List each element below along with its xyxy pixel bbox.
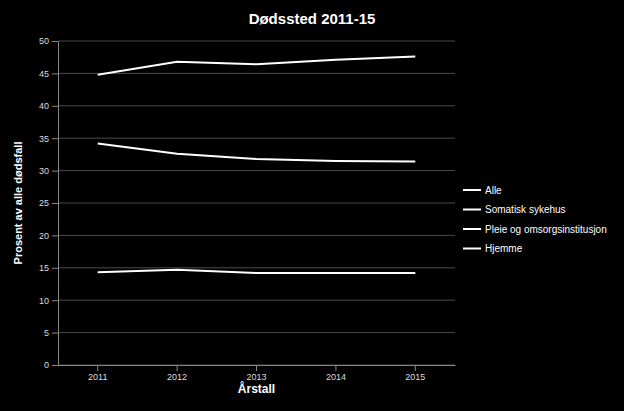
y-tick-mark <box>52 171 58 172</box>
x-tick: 2012 <box>167 365 187 382</box>
y-tick: 35 <box>39 134 58 144</box>
x-tick-label: 2013 <box>246 372 266 382</box>
background <box>0 0 624 411</box>
y-tick-mark <box>52 138 58 139</box>
x-tick-mark <box>177 365 178 371</box>
x-tick-mark <box>335 365 336 371</box>
legend-swatch <box>463 209 481 211</box>
x-tick: 2014 <box>326 365 346 382</box>
y-tick-label: 20 <box>39 231 49 241</box>
x-tick-label: 2011 <box>88 372 107 382</box>
grid <box>58 41 455 365</box>
y-tick-mark <box>52 106 58 107</box>
grid-line <box>58 332 455 333</box>
y-axis-title: Prosent av alle dødsfall <box>12 142 24 265</box>
x-tick: 2011 <box>88 365 107 382</box>
legend-label: Hjemme <box>485 243 523 254</box>
grid-line <box>58 235 455 236</box>
legend-item: Alle <box>463 185 502 196</box>
legend-item: Pleie og omsorgsinstitusjon <box>463 224 607 235</box>
x-tick: 2015 <box>405 365 425 382</box>
y-tick-label: 40 <box>39 101 49 111</box>
plot-area <box>98 57 416 273</box>
grid-line <box>58 73 455 74</box>
y-tick: 20 <box>39 231 58 241</box>
legend: Alle Somatisk sykehus Pleie og omsorgsinst… <box>463 185 607 255</box>
legend-swatch <box>463 248 481 250</box>
legend-item: Hjemme <box>463 243 523 254</box>
grid-line <box>58 203 455 204</box>
y-axis: 0 5 10 15 20 25 30 35 40 45 50 <box>39 36 59 370</box>
series-line <box>98 143 416 161</box>
grid-line <box>58 300 455 301</box>
title: Dødssted 2011-15 <box>249 10 376 27</box>
chart: Dødssted 2011-15 0 5 10 15 20 25 30 35 40 45 50 2011… <box>0 0 624 411</box>
y-tick-mark <box>52 203 58 204</box>
x-tick-label: 2015 <box>405 372 425 382</box>
grid-line <box>58 41 455 42</box>
y-tick: 10 <box>39 296 58 306</box>
y-tick-label: 30 <box>39 166 49 176</box>
y-tick-mark <box>52 333 58 334</box>
legend-label: Somatisk sykehus <box>485 204 566 215</box>
x-axis-title: Årstall <box>238 381 275 396</box>
y-tick: 25 <box>39 198 58 208</box>
y-tick-label: 35 <box>39 134 49 144</box>
y-tick-mark <box>52 41 58 42</box>
y-tick: 15 <box>39 263 58 273</box>
grid-line <box>58 138 455 139</box>
y-tick-label: 45 <box>39 69 49 79</box>
legend-item: Somatisk sykehus <box>463 204 566 215</box>
y-tick: 40 <box>39 101 58 111</box>
y-tick: 50 <box>39 36 58 46</box>
y-tick-label: 10 <box>39 296 49 306</box>
series-line <box>98 57 416 75</box>
grid-line <box>58 105 455 106</box>
y-tick: 5 <box>44 328 58 338</box>
y-tick-mark <box>52 235 58 236</box>
y-tick-label: 15 <box>39 263 49 273</box>
y-tick: 30 <box>39 166 58 176</box>
legend-swatch <box>463 228 481 230</box>
x-tick-label: 2012 <box>167 372 187 382</box>
y-tick-label: 5 <box>44 328 49 338</box>
legend-swatch <box>463 189 481 191</box>
series-line <box>98 270 416 273</box>
legend-label: Alle <box>485 185 502 196</box>
grid-line <box>58 267 455 268</box>
x-tick-mark <box>415 365 416 371</box>
y-tick-mark <box>52 365 58 366</box>
y-tick-label: 0 <box>44 360 49 370</box>
y-tick: 45 <box>39 69 58 79</box>
y-tick-mark <box>52 268 58 269</box>
x-tick-mark <box>256 365 257 371</box>
y-tick-mark <box>52 300 58 301</box>
y-tick-label: 50 <box>39 36 49 46</box>
y-axis-line <box>58 42 59 366</box>
grid-line <box>58 170 455 171</box>
x-axis: 2011 2012 2013 2014 2015 <box>59 365 456 382</box>
x-tick: 2013 <box>246 365 266 382</box>
x-tick-mark <box>97 365 98 371</box>
y-tick-mark <box>52 73 58 74</box>
legend-label: Pleie og omsorgsinstitusjon <box>485 224 607 235</box>
y-tick-label: 25 <box>39 198 49 208</box>
x-tick-label: 2014 <box>326 372 346 382</box>
y-tick: 0 <box>44 360 58 370</box>
